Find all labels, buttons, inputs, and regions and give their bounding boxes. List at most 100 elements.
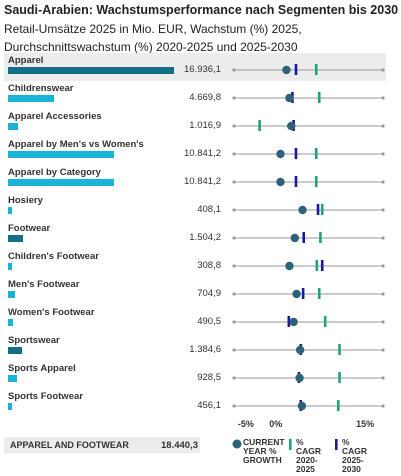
segment-row: Apparel 16.936,1 (4, 53, 386, 81)
current-growth-marker (285, 261, 294, 271)
axis-end-dot (381, 236, 385, 240)
segment-label: Sportswear (8, 335, 60, 346)
sales-value: 704,9 (197, 288, 221, 299)
current-growth-marker (289, 317, 298, 327)
segment-row: Apparel by Men's vs Women's 10.841,2 (4, 137, 386, 165)
cagr-2020-2025-marker (320, 204, 324, 215)
sales-bar (8, 263, 12, 270)
cagr-2020-2025-marker (314, 64, 318, 75)
segment-label: Men's Footwear (8, 279, 80, 290)
current-growth-marker (295, 373, 304, 383)
current-growth-marker (287, 121, 296, 131)
segment-row: Apparel by Category 10.841,2 (4, 165, 386, 193)
cagr-2025-2030-marker (320, 260, 324, 271)
sales-bar (8, 95, 54, 102)
cagr-2025-2030-marker (294, 64, 298, 75)
axis-end-dot (381, 152, 385, 156)
axis-end-dot (381, 96, 385, 100)
segment-label: Sports Footwear (8, 391, 83, 402)
axis-end-dot (232, 96, 236, 100)
cagr-2020-2025-marker (258, 120, 261, 131)
legend-current-line2: YEAR % (243, 446, 277, 456)
current-growth-marker (276, 149, 285, 159)
cagr-2020-2025-marker (337, 400, 340, 411)
sales-bar (8, 347, 22, 354)
cagr-past-legend-icon (289, 439, 292, 450)
sales-bar (8, 403, 13, 410)
current-growth-marker (285, 93, 294, 103)
cagr-future-legend-icon (335, 439, 338, 450)
cagr-2025-2030-marker (316, 204, 320, 215)
axis-end-dot (381, 68, 385, 72)
axis-end-dot (381, 208, 385, 212)
current-growth-marker (276, 177, 285, 187)
axis-end-dot (232, 404, 236, 408)
legend-cagr-past-line2: 2020-2025 (296, 455, 318, 474)
total-row: APPAREL AND FOOTWEAR 18.440,3 (4, 437, 200, 453)
legend-current-line3: GROWTH (243, 455, 282, 465)
sales-value: 4.669,8 (189, 92, 221, 103)
segment-label: Apparel by Men's vs Women's (8, 139, 144, 150)
segment-row: Childrenswear 4.669,8 (4, 81, 386, 109)
sales-value: 1.384,6 (189, 344, 221, 355)
cagr-2020-2025-marker (323, 316, 327, 327)
segment-row: Women's Footwear 490,5 (4, 305, 386, 333)
axis-end-dot (232, 208, 236, 212)
sales-value: 1.016,9 (189, 120, 221, 131)
sales-value: 408,1 (197, 204, 221, 215)
sales-bar (8, 319, 13, 326)
total-label: APPAREL AND FOOTWEAR (10, 440, 129, 450)
cagr-2020-2025-marker (314, 148, 318, 159)
sales-value: 928,5 (197, 372, 221, 383)
axis-end-dot (381, 292, 385, 296)
axis-end-dot (232, 180, 236, 184)
current-growth-legend-icon (232, 439, 242, 449)
segment-label: Apparel (8, 55, 44, 66)
axis-end-dot (232, 292, 236, 296)
cagr-2020-2025-marker (315, 260, 319, 271)
legend-cagr-future-line2: 2025-2030 (342, 455, 364, 474)
segment-row: Children's Footwear 308,8 (4, 249, 386, 277)
axis-end-dot (232, 264, 236, 268)
segment-label: Women's Footwear (8, 307, 95, 318)
cagr-2020-2025-marker (338, 344, 341, 355)
axis-end-dot (381, 320, 385, 324)
segment-label: Footwear (8, 223, 51, 234)
current-growth-marker (295, 345, 305, 355)
axis-end-dot (232, 152, 236, 156)
current-growth-marker (282, 65, 291, 75)
axis-end-dot (381, 124, 385, 128)
legend-current-line1: CURRENT (243, 437, 285, 447)
sales-bar (8, 207, 12, 214)
axis-tick-label: 0% (269, 419, 283, 429)
axis-end-dot (232, 124, 236, 128)
current-growth-marker (292, 289, 301, 299)
axis-end-dot (381, 180, 385, 184)
sales-value: 308,8 (197, 260, 221, 271)
axis-end-dot (232, 376, 236, 380)
sales-bar (8, 123, 18, 130)
legend-cagr-future-line1: % CAGR (342, 437, 368, 456)
sales-value: 10.841,2 (184, 148, 221, 159)
segment-row: Footwear 1.504,2 (4, 221, 386, 249)
sales-value: 490,5 (197, 316, 221, 327)
segment-row: Men's Footwear 704,9 (4, 277, 386, 305)
cagr-2025-2030-marker (294, 148, 298, 159)
axis-end-dot (381, 376, 385, 380)
chart-title: Saudi-Arabien: Wachstumsperformance nach… (4, 3, 399, 17)
segment-row: Sports Footwear 456,1 (4, 389, 386, 417)
chart-subtitle: Retail-Umsätze 2025 in Mio. EUR, Wachstu… (4, 22, 302, 54)
total-value: 18.440,3 (161, 440, 198, 451)
sales-bar (8, 375, 18, 382)
axis-end-dot (381, 264, 385, 268)
cagr-2020-2025-marker (317, 288, 321, 299)
sales-value: 456,1 (197, 400, 221, 411)
cagr-2025-2030-marker (294, 176, 298, 187)
segment-row: Sportswear 1.384,6 (4, 333, 386, 361)
segment-label: Apparel Accessories (8, 111, 102, 122)
sales-bar (8, 291, 15, 298)
axis-end-dot (232, 236, 236, 240)
axis-end-dot (232, 68, 236, 72)
sales-value: 1.504,2 (189, 232, 221, 243)
